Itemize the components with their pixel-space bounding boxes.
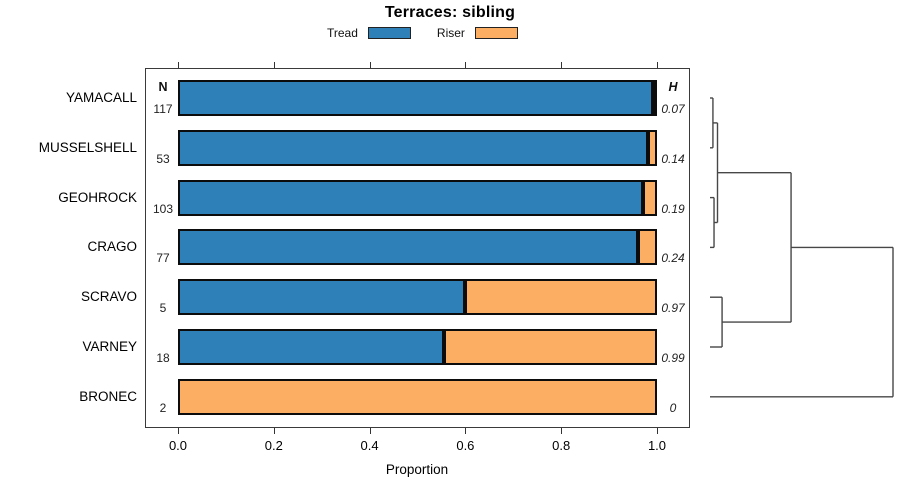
legend-label-tread: Tread bbox=[327, 26, 358, 40]
axis-tick-top bbox=[178, 62, 179, 68]
category-label: VARNEY bbox=[82, 339, 137, 354]
h-value: 0.07 bbox=[661, 102, 685, 116]
bar-segment-riser bbox=[178, 378, 657, 415]
axis-tick-top bbox=[465, 62, 467, 68]
h-value: 0.24 bbox=[661, 251, 685, 266]
n-value: 117 bbox=[153, 102, 173, 116]
axis-tick-top bbox=[561, 62, 563, 68]
bar-segment-riser bbox=[465, 279, 657, 316]
chart-title: Terraces: sibling bbox=[384, 4, 516, 21]
n-value: 103 bbox=[152, 201, 174, 216]
bar-segment-tread bbox=[178, 279, 466, 316]
category-label: BRONEC bbox=[79, 388, 137, 404]
axis-tick-bottom bbox=[561, 428, 563, 434]
bar-segment-riser bbox=[647, 129, 657, 166]
axis-tick-label: 0.0 bbox=[168, 438, 188, 453]
h-value: 0 bbox=[669, 400, 677, 415]
bar-segment-tread bbox=[178, 179, 644, 216]
n-value: 2 bbox=[159, 400, 167, 415]
x-axis-title: Proportion bbox=[385, 462, 449, 477]
bar-segment-riser bbox=[638, 229, 657, 266]
bar-segment-tread bbox=[178, 329, 445, 365]
h-value: 0.99 bbox=[661, 351, 685, 365]
axis-tick-top bbox=[369, 62, 371, 68]
bar-segment-riser bbox=[652, 80, 657, 116]
h-value: 0.14 bbox=[661, 151, 685, 166]
legend: Tread Riser bbox=[327, 26, 518, 40]
legend-swatch-riser bbox=[474, 27, 518, 39]
h-value: 0.19 bbox=[661, 201, 685, 216]
axis-tick-bottom bbox=[369, 428, 371, 434]
h-column-header: H bbox=[668, 80, 678, 94]
n-value: 18 bbox=[156, 351, 170, 365]
axis-tick-label: 0.6 bbox=[456, 438, 475, 453]
category-label: CRAGO bbox=[87, 239, 137, 255]
h-value: 0.97 bbox=[661, 301, 685, 316]
axis-tick-bottom bbox=[273, 428, 275, 434]
n-value: 77 bbox=[156, 251, 170, 266]
axis-tick-bottom bbox=[465, 428, 467, 434]
axis-tick-bottom bbox=[178, 428, 179, 434]
axis-tick-top bbox=[657, 62, 658, 68]
category-label: SCRAVO bbox=[80, 289, 137, 305]
axis-tick-top bbox=[273, 62, 275, 68]
legend-swatch-tread bbox=[367, 27, 411, 39]
axis-tick-label: 1.0 bbox=[647, 438, 667, 453]
axis-tick-label: 0.2 bbox=[264, 438, 283, 453]
n-column-header: N bbox=[158, 80, 168, 94]
bar-segment-tread bbox=[178, 229, 639, 266]
bar-segment-riser bbox=[643, 179, 657, 216]
n-value: 53 bbox=[156, 151, 170, 166]
axis-tick-bottom bbox=[657, 428, 658, 434]
legend-label-riser: Riser bbox=[436, 26, 465, 40]
axis-tick-label: 0.8 bbox=[552, 438, 571, 453]
category-label: GEOHROCK bbox=[58, 189, 137, 205]
bar-segment-riser bbox=[444, 329, 657, 365]
bar-segment-tread bbox=[178, 129, 648, 166]
axis-tick-label: 0.4 bbox=[360, 438, 379, 453]
category-label: MUSSELSHELL bbox=[38, 139, 137, 155]
bar-segment-tread bbox=[178, 80, 653, 116]
n-value: 5 bbox=[159, 301, 167, 316]
category-label: YAMACALL bbox=[65, 90, 137, 105]
